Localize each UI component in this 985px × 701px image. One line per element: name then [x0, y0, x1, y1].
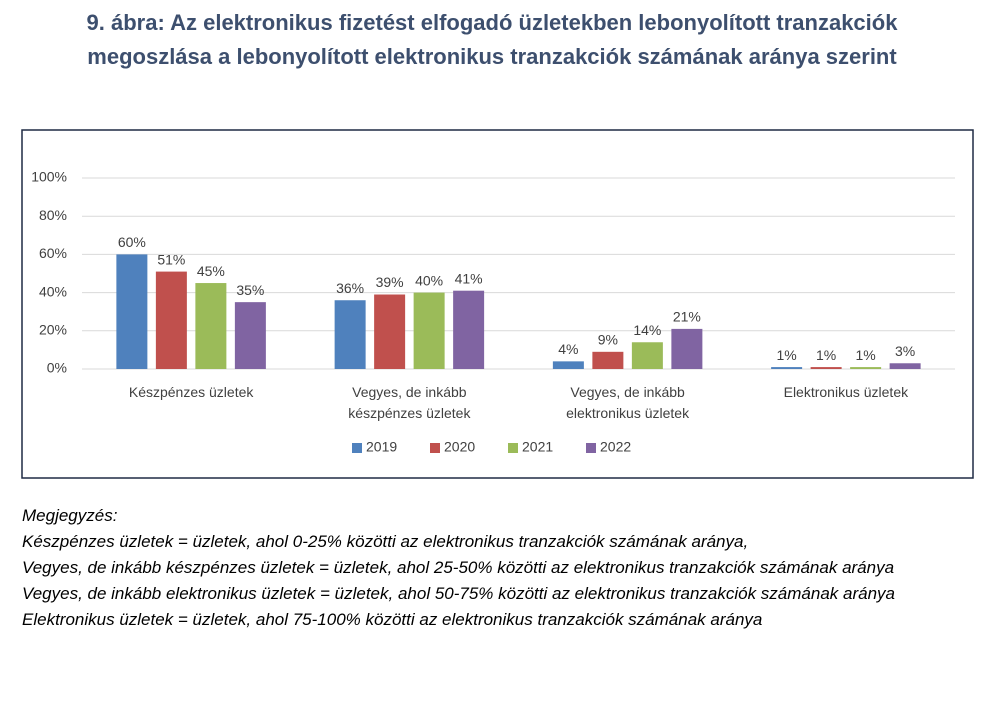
- data-label: 39%: [376, 274, 404, 290]
- legend-label: 2019: [366, 439, 397, 455]
- data-label: 45%: [197, 263, 225, 279]
- legend-swatch: [586, 443, 596, 453]
- legend-label: 2021: [522, 439, 553, 455]
- data-label: 36%: [336, 280, 364, 296]
- legend-swatch: [430, 443, 440, 453]
- data-label: 35%: [236, 282, 264, 298]
- chart-border: [21, 129, 974, 479]
- chart: 0% 20% 40% 60% 80% 100% 60% 51% 45% 35% 36% 39% 40% 4…: [21, 129, 974, 479]
- y-tick-label: 20%: [39, 322, 67, 338]
- legend-label: 2020: [444, 439, 475, 455]
- data-label: 1%: [777, 347, 797, 363]
- data-label: 51%: [157, 251, 185, 267]
- note-line: Vegyes, de inkább elektronikus üzletek =…: [22, 584, 895, 603]
- legend-label: 2022: [600, 439, 631, 455]
- y-tick-label: 100%: [31, 169, 67, 185]
- x-tick-label: Vegyes, de inkább készpénzes üzletek: [348, 384, 471, 421]
- data-label: 3%: [895, 343, 915, 359]
- bar: [234, 302, 266, 369]
- bar: [334, 300, 366, 369]
- data-label: 41%: [455, 270, 483, 286]
- data-label: 9%: [598, 332, 618, 348]
- legend-swatch: [508, 443, 518, 453]
- note: Megjegyzés: Készpénzes üzletek = üzletek…: [22, 503, 902, 633]
- note-line: Készpénzes üzletek = üzletek, ahol 0-25%…: [22, 532, 749, 551]
- y-tick-label: 60%: [39, 245, 67, 261]
- x-tick-label: Elektronikus üzletek: [783, 384, 909, 400]
- bar: [671, 328, 703, 369]
- bar: [552, 361, 584, 369]
- bar: [771, 367, 803, 369]
- data-label: 4%: [558, 341, 578, 357]
- note-heading: Megjegyzés:: [22, 506, 118, 525]
- data-label: 40%: [415, 272, 443, 288]
- data-label: 60%: [118, 234, 146, 250]
- bar: [195, 283, 227, 369]
- data-label: 1%: [816, 347, 836, 363]
- bar: [374, 294, 406, 369]
- bar: [850, 367, 882, 369]
- data-label: 1%: [856, 347, 876, 363]
- bar: [592, 351, 624, 369]
- chart-title: 9. ábra: Az elektronikus fizetést elfoga…: [86, 10, 898, 69]
- bar: [413, 292, 445, 369]
- bar: [631, 342, 663, 369]
- x-tick-label: Vegyes, de inkább elektronikus üzletek: [566, 384, 690, 421]
- x-tick-label: Készpénzes üzletek: [128, 384, 254, 400]
- note-line: Elektronikus üzletek = üzletek, ahol 75-…: [22, 610, 763, 629]
- legend-swatch: [352, 443, 362, 453]
- data-label: 21%: [673, 309, 701, 325]
- note-line: Vegyes, de inkább készpénzes üzletek = ü…: [22, 558, 895, 577]
- data-label: 14%: [633, 322, 661, 338]
- bar: [155, 271, 187, 369]
- y-tick-label: 80%: [39, 207, 67, 223]
- bar: [889, 363, 921, 369]
- y-tick-label: 40%: [39, 283, 67, 299]
- bar: [116, 254, 148, 369]
- bar: [810, 367, 842, 369]
- y-tick-label: 0%: [47, 360, 67, 376]
- bar: [453, 290, 485, 369]
